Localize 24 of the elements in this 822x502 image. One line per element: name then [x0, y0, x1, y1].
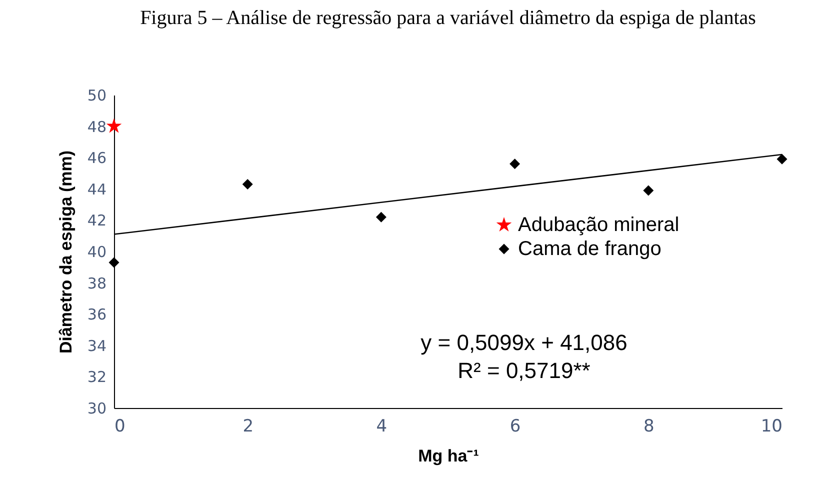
y-tick-label: 42 — [87, 212, 106, 230]
x-tick-label: 6 — [510, 416, 521, 436]
y-tick-label: 36 — [87, 306, 106, 324]
y-tick-label: 38 — [87, 274, 106, 292]
x-tick-label: 8 — [643, 416, 654, 436]
x-tick-label: 0 — [114, 416, 126, 436]
legend-label: Cama de frango — [518, 238, 662, 260]
y-tick-label: 46 — [87, 149, 106, 168]
annotation: R² = 0,5719** — [458, 358, 591, 383]
y-tick-label: 30 — [87, 400, 106, 418]
y-tick-label: 34 — [87, 336, 106, 355]
y-tick-label: 32 — [87, 368, 106, 386]
y-tick-label: 44 — [87, 180, 106, 198]
x-tick-label: 4 — [376, 416, 388, 436]
y-tick-label: 40 — [87, 243, 106, 261]
y-axis-title: Diâmetro da espiga (mm) — [56, 150, 76, 354]
chart-title: Figura 5 – Análise de regressão para a variável diâmetro da espiga de plantas — [140, 7, 756, 29]
legend-label: Adubação mineral — [518, 214, 680, 236]
x-tick-label: 2 — [242, 416, 254, 436]
y-tick-label: 48 — [87, 118, 106, 136]
x-axis-title: Mg ha⁻¹ — [418, 446, 480, 466]
y-tick-label: 50 — [87, 86, 106, 104]
annotation: y = 0,5099x + 41,086 — [420, 330, 628, 355]
x-tick-label: 10 — [760, 416, 782, 436]
